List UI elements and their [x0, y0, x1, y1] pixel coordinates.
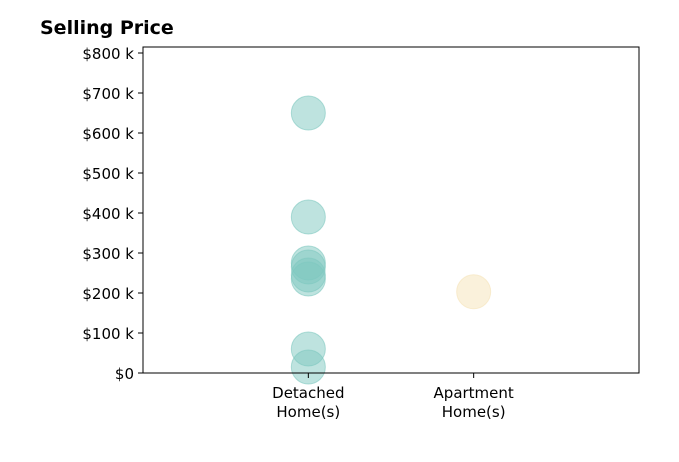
y-axis: $0 $100 k $200 k $300 k $400 k $500 k $600 k $7… — [82, 45, 143, 383]
y-tick-label: $100 k — [82, 325, 134, 343]
y-tick-label: $0 — [115, 365, 134, 383]
plot-area-frame — [142, 46, 640, 374]
data-points — [290, 95, 492, 385]
data-point — [290, 261, 326, 297]
data-point — [456, 274, 492, 310]
y-tick-label: $200 k — [82, 285, 134, 303]
y-tick-label: $800 k — [82, 45, 134, 63]
y-tick-label: $400 k — [82, 205, 134, 223]
y-tick-label: $500 k — [82, 165, 134, 183]
data-point — [290, 199, 326, 235]
x-axis: Detached Home(s) Apartment Home(s) — [272, 373, 514, 421]
data-point — [290, 95, 326, 131]
y-tick-label: $300 k — [82, 245, 134, 263]
x-tick-label: Apartment Home(s) — [434, 384, 514, 421]
chart-title: Selling Price — [40, 17, 174, 39]
y-tick-label: $600 k — [82, 125, 134, 143]
data-point — [290, 349, 326, 385]
x-tick-label: Detached Home(s) — [272, 384, 344, 421]
y-tick-label: $700 k — [82, 85, 134, 103]
